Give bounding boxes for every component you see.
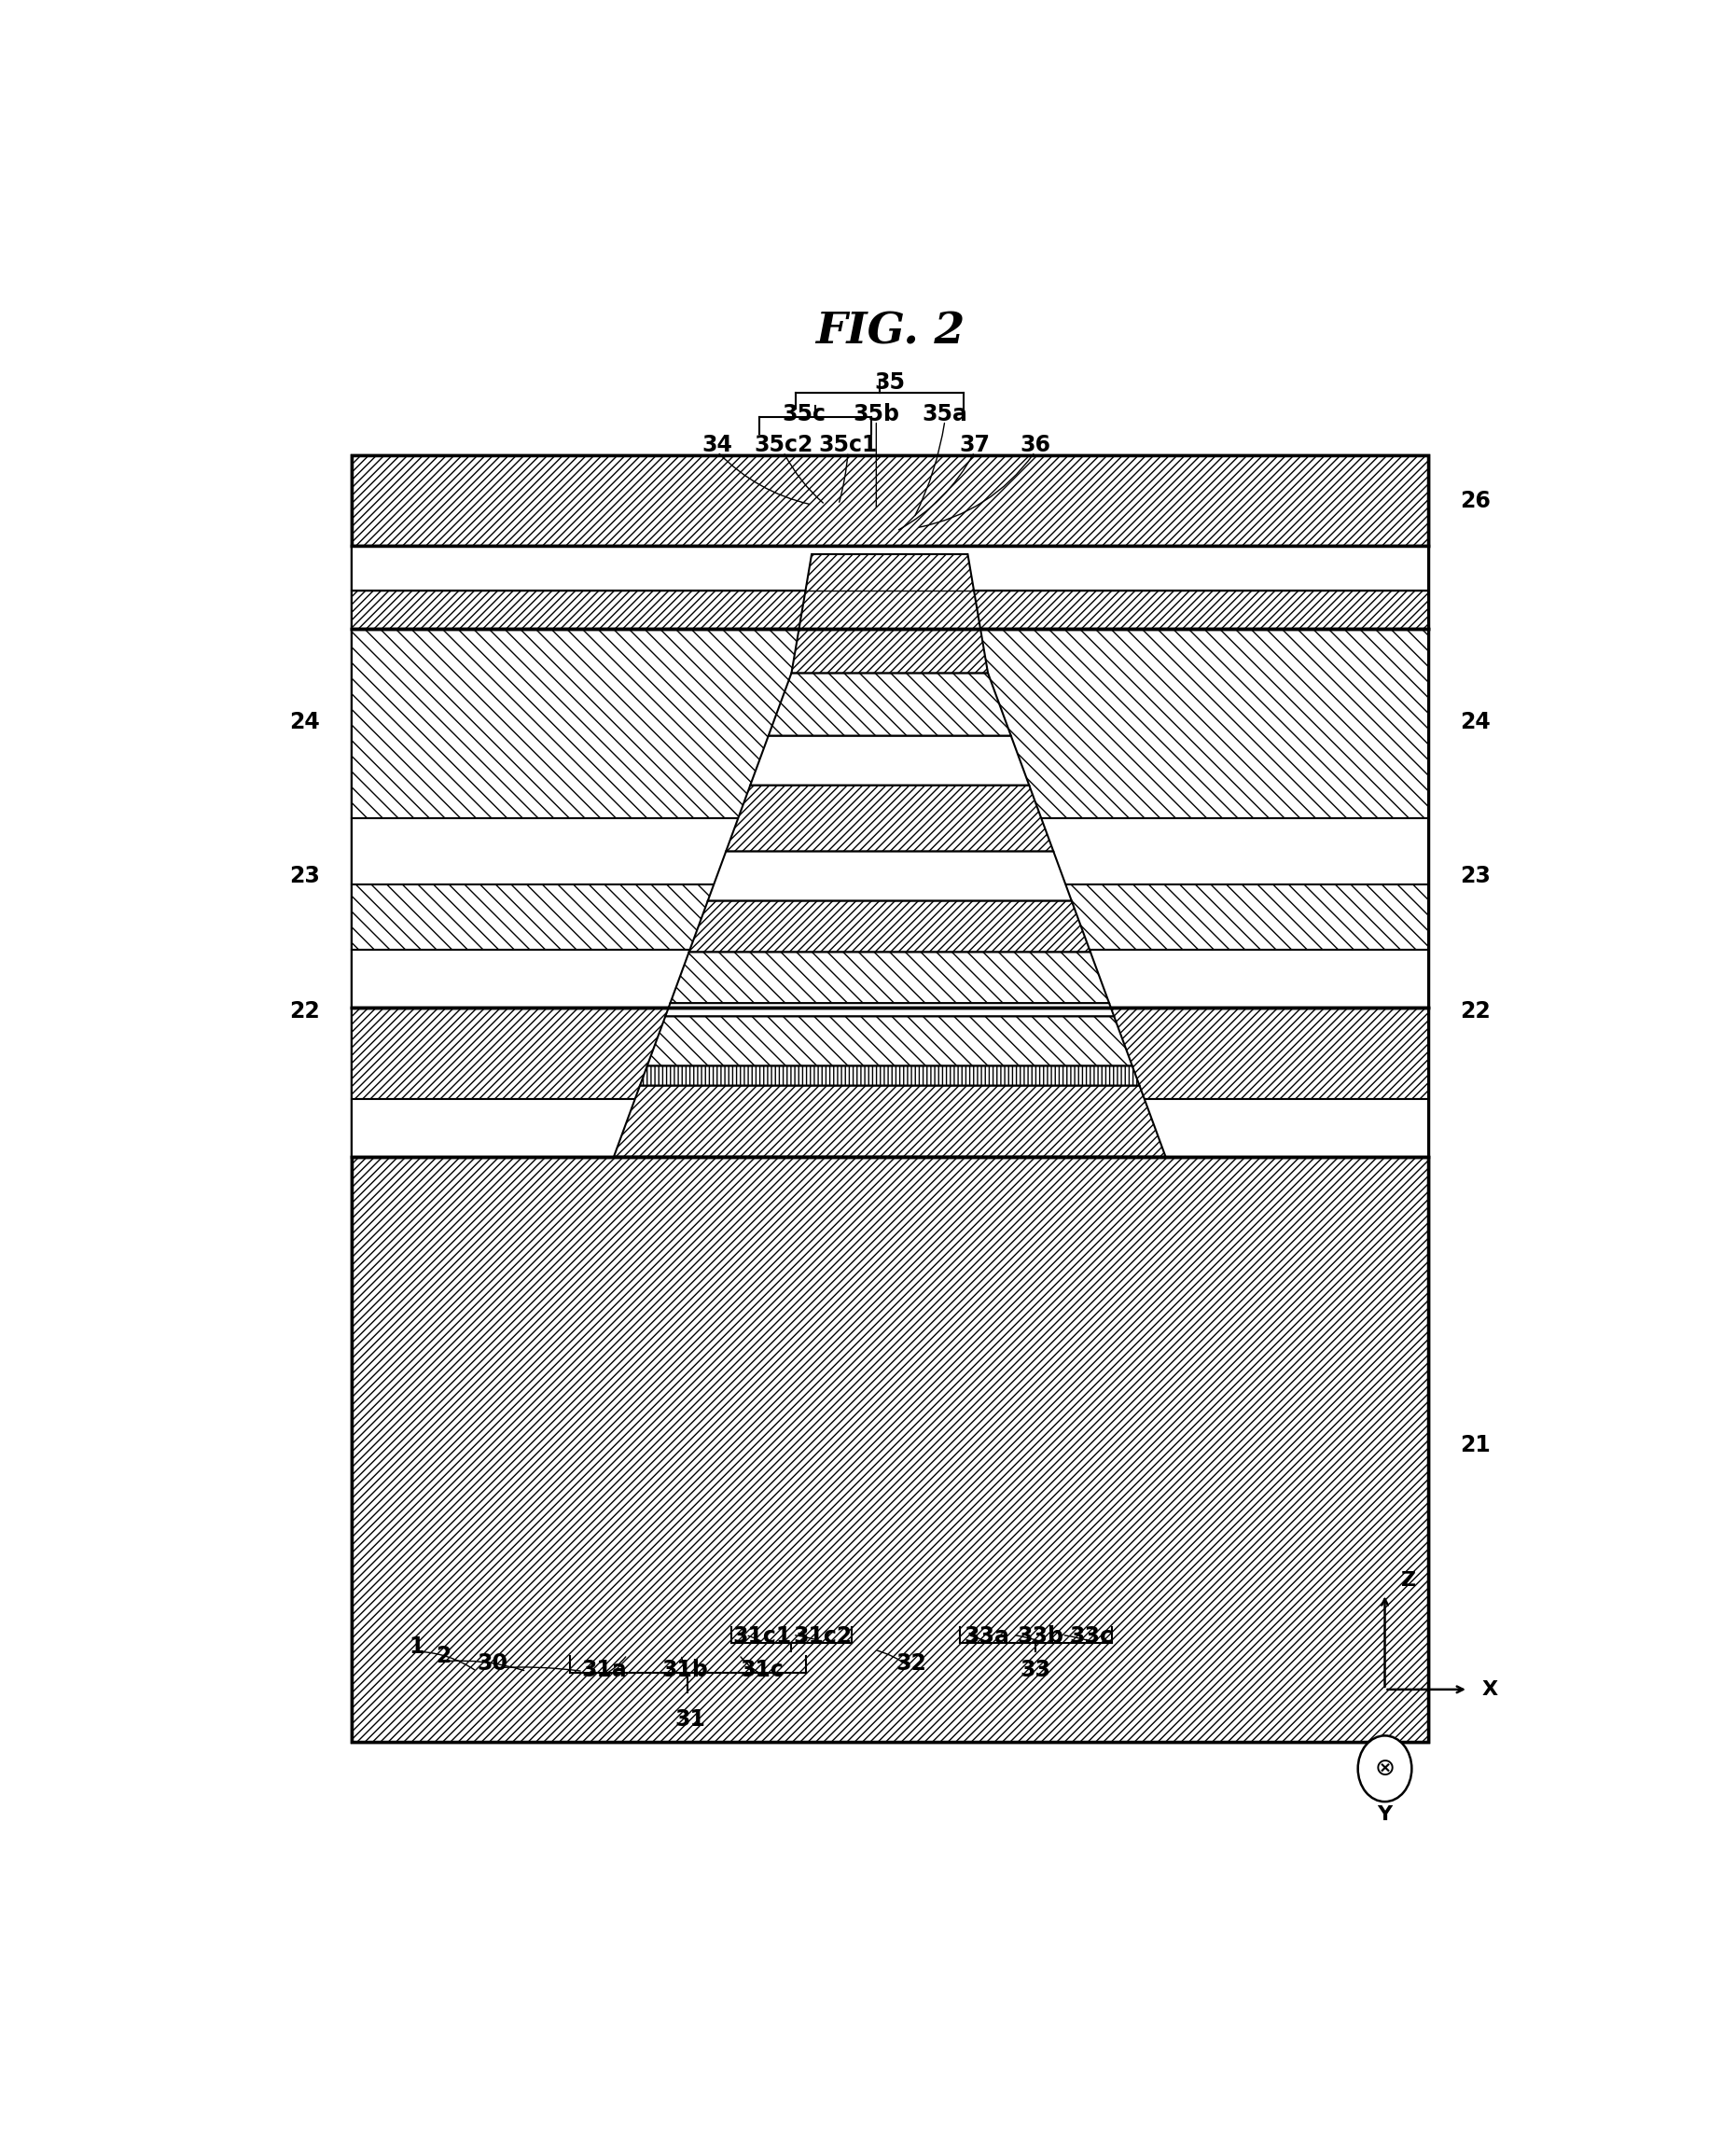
Polygon shape [670,951,1109,1003]
Text: 23: 23 [1460,866,1489,887]
Text: 30: 30 [477,1652,509,1674]
Text: 23: 23 [290,866,319,887]
Circle shape [1358,1736,1411,1802]
Text: 37: 37 [958,435,990,456]
Text: 35c: 35c [781,403,826,424]
Polygon shape [351,1157,1429,1742]
Text: 24: 24 [1460,711,1489,733]
Text: 1: 1 [408,1635,424,1659]
Polygon shape [351,885,1429,949]
Polygon shape [726,784,1054,851]
Text: 35a: 35a [922,403,967,424]
Polygon shape [615,1087,1165,1157]
Text: 31c: 31c [740,1659,783,1680]
Text: 31a: 31a [582,1659,627,1680]
Polygon shape [641,1065,1139,1087]
Polygon shape [351,546,1429,591]
Polygon shape [792,555,988,673]
Text: 35b: 35b [852,403,899,424]
Polygon shape [351,1007,1429,1099]
Text: 21: 21 [1460,1434,1489,1457]
Text: 31: 31 [675,1708,707,1729]
Polygon shape [665,1003,1115,1016]
Polygon shape [708,851,1071,900]
Text: 35c2: 35c2 [753,435,812,456]
Text: 34: 34 [701,435,733,456]
Text: 31b: 31b [661,1659,708,1680]
Text: 35c1: 35c1 [818,435,878,456]
Text: Z: Z [1401,1571,1417,1590]
Text: 33b: 33b [1017,1624,1064,1648]
Text: 2: 2 [436,1646,451,1667]
Text: 22: 22 [1460,1001,1489,1022]
Text: FIG. 2: FIG. 2 [814,311,965,354]
Text: 36: 36 [1019,435,1050,456]
Text: Y: Y [1377,1807,1392,1824]
Polygon shape [769,673,1010,735]
Text: 32: 32 [896,1652,927,1674]
Text: X: X [1483,1680,1498,1699]
Polygon shape [351,628,1429,819]
Text: 24: 24 [290,711,319,733]
Text: 33a: 33a [963,1624,1009,1648]
Text: 22: 22 [290,1001,319,1022]
Polygon shape [351,454,1429,546]
Text: ⊗: ⊗ [1375,1757,1396,1781]
Polygon shape [351,819,1429,885]
Text: 26: 26 [1460,491,1489,512]
Polygon shape [351,949,1429,1007]
Text: 33: 33 [1019,1659,1050,1680]
Text: 31c2: 31c2 [793,1624,852,1648]
Text: 33c: 33c [1069,1624,1113,1648]
Polygon shape [750,735,1029,784]
Polygon shape [648,1016,1132,1065]
Text: 35: 35 [875,371,904,394]
Polygon shape [351,591,1429,628]
Polygon shape [689,900,1090,951]
Text: 31c1: 31c1 [733,1624,792,1648]
Polygon shape [351,1099,1429,1157]
